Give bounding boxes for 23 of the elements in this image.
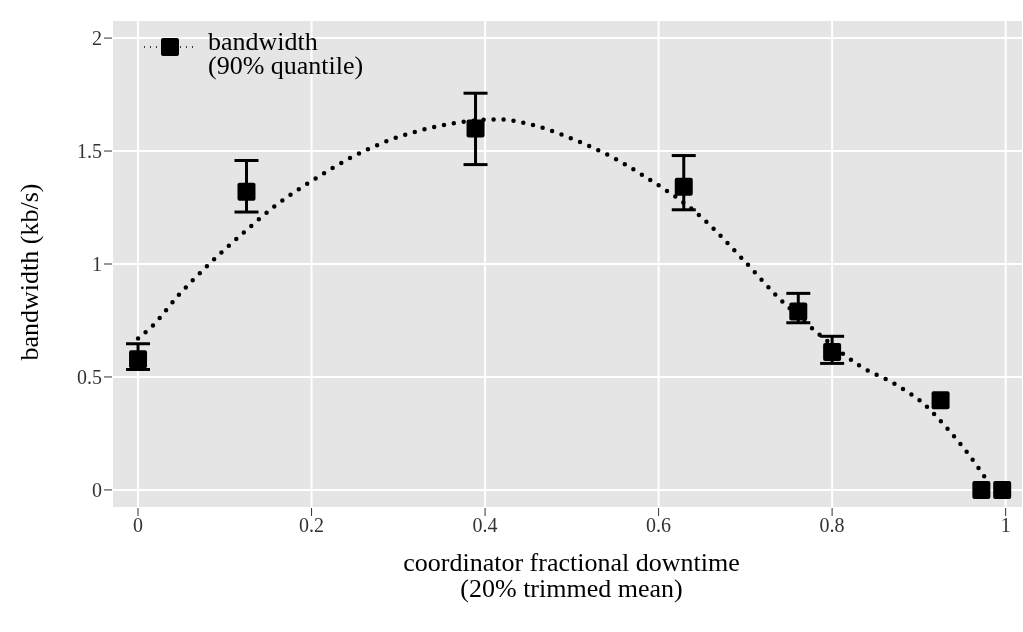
point xyxy=(823,343,842,362)
x-tick-label: 0.6 xyxy=(646,514,672,537)
x-tick-label: 0 xyxy=(133,514,144,537)
point xyxy=(466,119,485,138)
point xyxy=(931,391,950,410)
x-tick-label: 0.8 xyxy=(819,514,845,537)
x-tick-label: 0.2 xyxy=(299,514,325,537)
point xyxy=(789,302,808,321)
point xyxy=(674,177,693,196)
y-tick-label: 1.5 xyxy=(77,140,102,163)
y-axis-title: bandwidth (kb/s) xyxy=(15,183,45,361)
legend-label: bandwidth (90% quantile) xyxy=(208,27,364,80)
point xyxy=(972,480,991,499)
y-tick-label: 0.5 xyxy=(77,366,102,389)
y-tick-label: 0 xyxy=(92,479,102,502)
y-tick-label: 1 xyxy=(92,253,102,276)
x-tick-label: 1 xyxy=(1000,514,1011,537)
point xyxy=(237,182,256,201)
point xyxy=(993,480,1012,499)
point xyxy=(129,350,148,369)
y-tick-label: 2 xyxy=(92,27,102,50)
x-axis-title: coordinator fractional downtime (20% trimmed mean) xyxy=(402,548,741,603)
x-tick-label: 0.4 xyxy=(472,514,498,537)
